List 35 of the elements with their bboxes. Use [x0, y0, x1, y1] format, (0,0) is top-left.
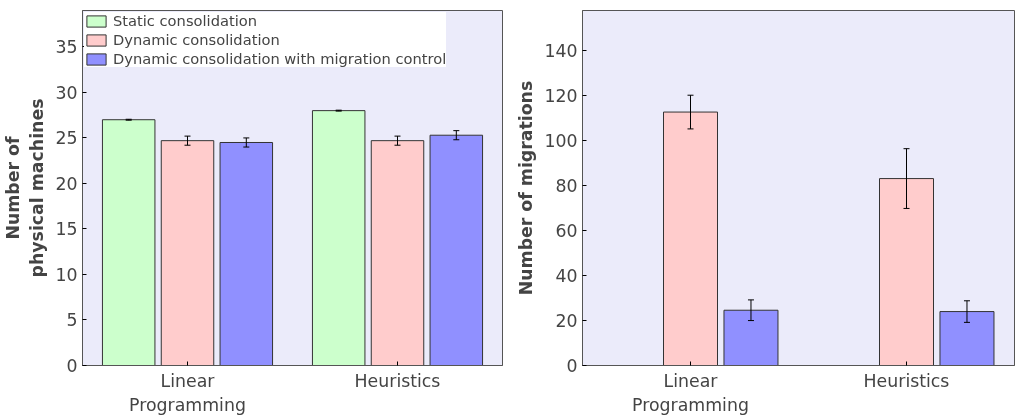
x-tick-label: Linear Programming — [129, 370, 246, 415]
y-axis-title: Number of physical machines — [3, 98, 48, 278]
y-tick-label: 60 — [555, 221, 578, 242]
x-tick-label: Heuristics — [354, 370, 441, 391]
y-tick-label: 100 — [544, 131, 578, 152]
bar — [663, 111, 718, 366]
y-tick-label: 140 — [544, 41, 578, 62]
y-tick-label: 20 — [55, 173, 78, 194]
y-tick-label: 5 — [66, 310, 78, 331]
bar — [101, 119, 156, 366]
y-tick-label: 25 — [55, 128, 78, 149]
bar — [723, 309, 779, 366]
y-tick-label: 35 — [55, 37, 78, 58]
bar — [879, 178, 934, 366]
bar — [939, 311, 995, 366]
y-tick-label: 20 — [555, 311, 578, 332]
x-tick-label: Heuristics — [863, 370, 950, 391]
y-tick-label: 30 — [55, 82, 78, 103]
y-tick-label: 10 — [55, 264, 78, 285]
y-tick-label: 15 — [55, 219, 78, 240]
y-axis-title: Number of migrations — [516, 80, 537, 296]
legend-label: Dynamic consolidation with migration control — [113, 50, 447, 67]
legend-label: Dynamic consolidation — [113, 31, 280, 48]
y-tick-label: 0 — [566, 356, 578, 376]
bar — [160, 140, 215, 366]
y-tick-label: 40 — [555, 266, 578, 287]
x-tick-label: Linear Programming — [632, 370, 749, 415]
y-tick-label: 80 — [555, 176, 578, 197]
y-tick-label: 0 — [66, 356, 78, 376]
y-tick-label: 120 — [544, 86, 578, 107]
bar — [370, 140, 425, 366]
bar — [311, 110, 366, 366]
bar — [429, 134, 484, 366]
legend-label: Static consolidation — [113, 12, 257, 29]
bar — [219, 141, 274, 366]
